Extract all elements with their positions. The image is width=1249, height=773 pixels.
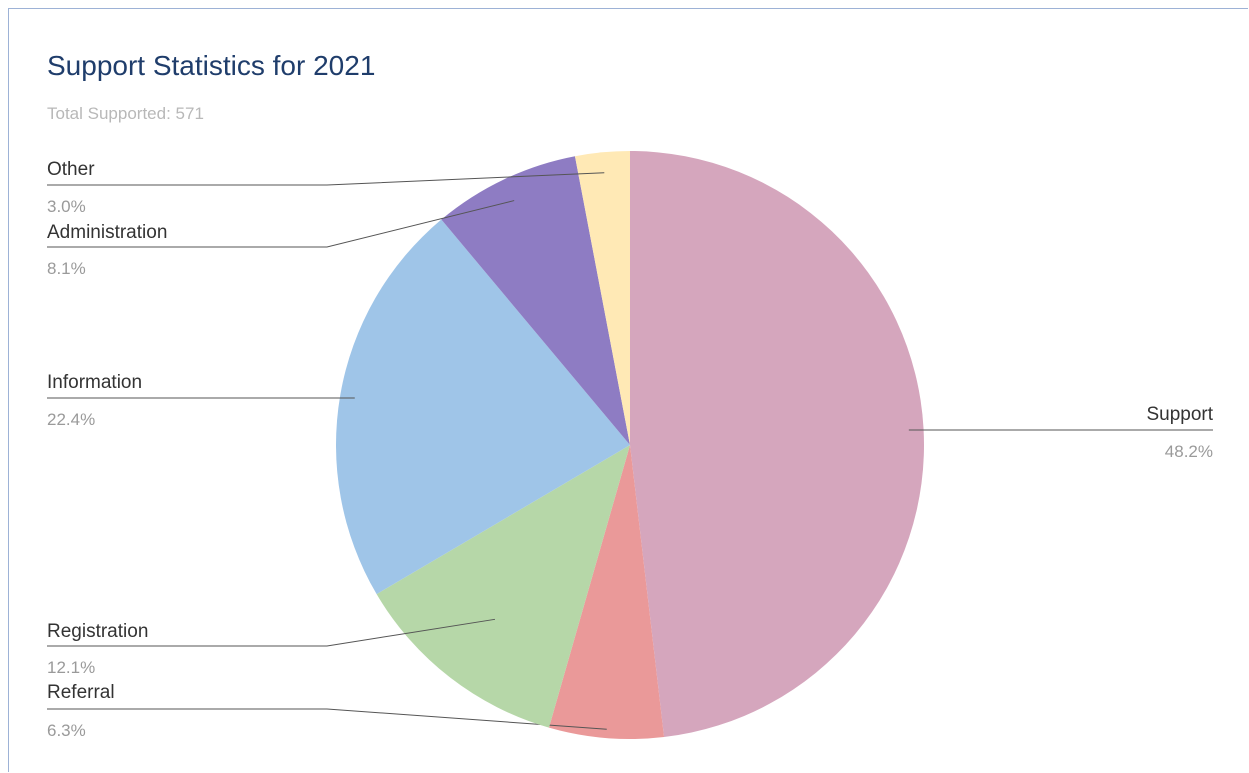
slice-percent-registration: 12.1% bbox=[47, 658, 95, 677]
slice-label-support: Support bbox=[1146, 404, 1213, 425]
leader-line-other bbox=[47, 172, 605, 186]
slice-label-other: Other bbox=[47, 159, 95, 180]
slice-percent-other: 3.0% bbox=[47, 197, 86, 216]
slice-label-information: Information bbox=[47, 372, 142, 393]
leader-line-registration bbox=[47, 618, 496, 647]
pie-slice-support bbox=[630, 151, 925, 738]
chart-title: Support Statistics for 2021 bbox=[47, 50, 376, 81]
slice-percent-support: 48.2% bbox=[1165, 442, 1213, 461]
leader-line-administration bbox=[47, 200, 515, 248]
pie-slice-information bbox=[335, 219, 630, 595]
leader-line-referral bbox=[47, 708, 607, 730]
pie-slice-other bbox=[574, 151, 630, 445]
slice-label-registration: Registration bbox=[47, 621, 148, 642]
slice-percent-referral: 6.3% bbox=[47, 721, 86, 740]
pie-slice-referral bbox=[548, 445, 665, 739]
slice-percent-information: 22.4% bbox=[47, 410, 95, 429]
slice-percent-administration: 8.1% bbox=[47, 259, 86, 278]
slice-label-administration: Administration bbox=[47, 222, 167, 243]
chart-subtitle: Total Supported: 571 bbox=[47, 104, 204, 123]
pie-slice-registration bbox=[376, 445, 630, 728]
slice-label-referral: Referral bbox=[47, 682, 115, 703]
pie-slice-administration bbox=[441, 156, 630, 445]
